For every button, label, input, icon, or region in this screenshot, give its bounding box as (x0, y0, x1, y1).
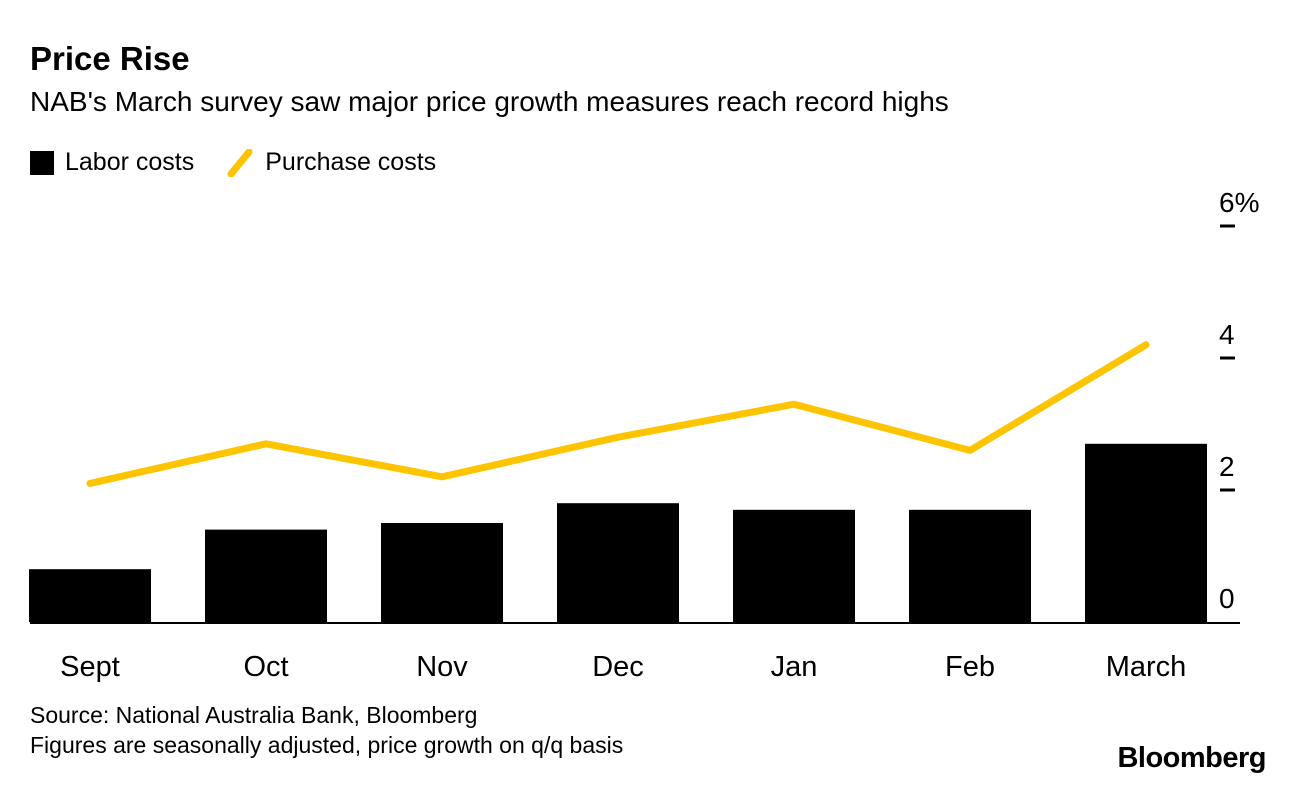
legend-item-purchase-costs: Purchase costs (226, 148, 436, 177)
x-axis-label-jan: Jan (771, 651, 818, 683)
x-axis-label-oct: Oct (243, 651, 288, 683)
bar-oct (205, 529, 327, 622)
x-axis-label-dec: Dec (592, 651, 644, 683)
source-note: Source: National Australia Bank, Bloombe… (30, 700, 623, 760)
x-axis-label-feb: Feb (945, 651, 995, 683)
chart-title: Price Rise (30, 40, 190, 77)
bloomberg-logo: Bloomberg (1117, 742, 1266, 774)
legend-label-labor-costs: Labor costs (65, 148, 195, 176)
source-line: Source: National Australia Bank, Bloombe… (30, 702, 478, 728)
bar-sept (29, 569, 151, 622)
bar-march (1085, 443, 1207, 622)
footnote-line: Figures are seasonally adjusted, price g… (30, 732, 624, 758)
legend-item-labor-costs: Labor costs (30, 148, 194, 177)
y-axis-label-6: 6% (1219, 187, 1259, 218)
chart-subtitle: NAB's March survey saw major price growt… (30, 86, 949, 117)
legend: Labor costs Purchase costs (30, 148, 436, 177)
labor-costs-swatch-icon (30, 150, 54, 175)
x-axis-label-sept: Sept (60, 651, 120, 683)
bar-nov (381, 523, 503, 622)
bar-dec (557, 503, 679, 622)
line-purchase-costs (86, 341, 1150, 487)
x-axis-label-march: March (1106, 651, 1187, 683)
y-axis-label-2: 2 (1219, 451, 1235, 482)
x-axis-label-nov: Nov (416, 651, 468, 683)
purchase-costs-swatch-icon (227, 148, 253, 177)
bar-feb (909, 509, 1031, 622)
legend-label-purchase-costs: Purchase costs (265, 148, 437, 176)
bar-jan (733, 509, 855, 622)
y-axis-label-4: 4 (1219, 319, 1235, 350)
y-axis-label-0: 0 (1219, 583, 1235, 614)
